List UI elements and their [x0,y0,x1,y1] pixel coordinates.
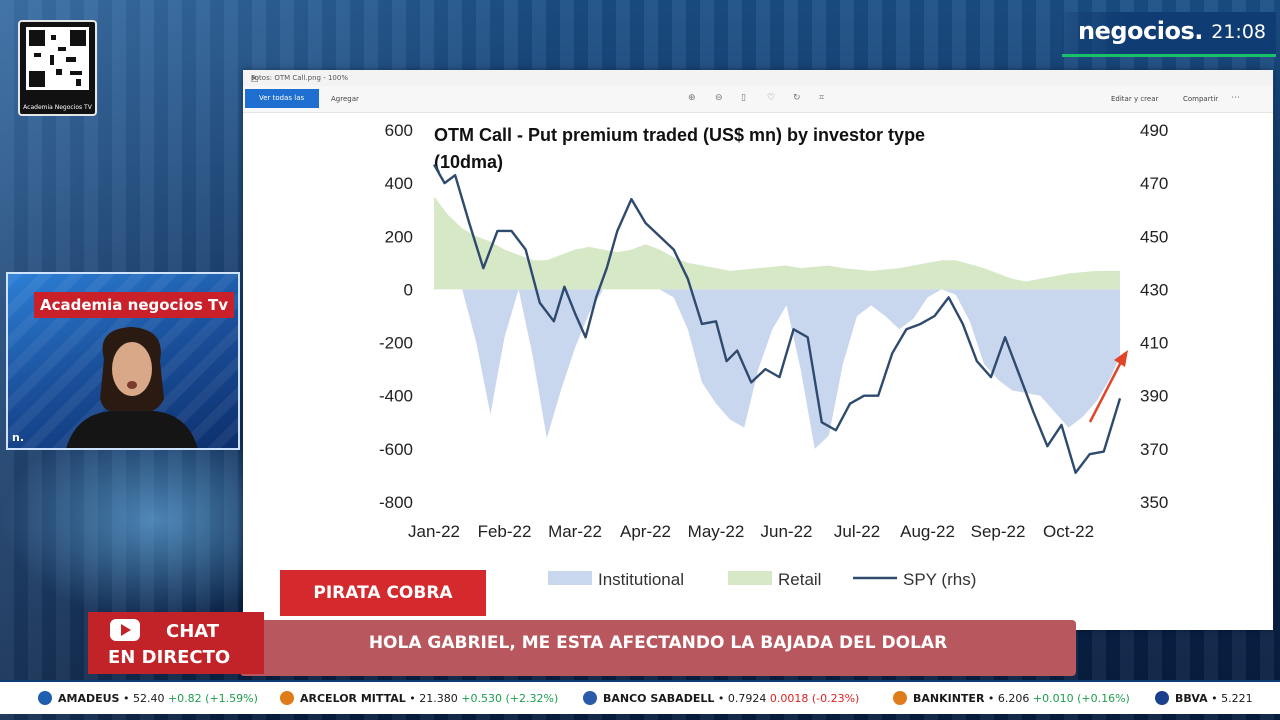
ticker-item: BANKINTER • 6.206 +0.010 (+0.16%) [893,691,1130,705]
chart-title-line1: OTM Call - Put premium traded (US$ mn) b… [434,125,925,145]
ticker-item: AMADEUS • 52.40 +0.82 (+1.59%) [38,691,258,705]
right-tick-label: 390 [1140,387,1168,406]
x-tick-label: Sep-22 [971,522,1026,541]
qr-code: Academia Negocios TV [18,20,97,116]
window-title: Fotos: OTM Call.png - 100% [251,74,348,82]
spy-line [432,163,1122,474]
minimize-icon[interactable]: – [251,74,255,83]
right-tick-label: 370 [1140,440,1168,459]
zoom-out-icon[interactable]: ⊖ [715,93,723,103]
ticker-name: BANCO SABADELL [603,692,715,705]
legend-label: Retail [778,570,821,589]
rotate-icon[interactable]: ↻ [793,93,801,103]
left-tick-label: -800 [379,493,413,512]
right-tick-label: 490 [1140,121,1168,140]
ticker-price: • 21.380 [405,692,462,705]
clock: 21:08 [1211,21,1266,43]
qr-pattern [26,27,89,90]
x-tick-label: Aug-22 [900,522,955,541]
x-tick-label: Apr-22 [620,522,671,541]
play-icon [110,619,140,641]
ticker-item: BBVA • 5.221 [1155,691,1253,705]
left-tick-label: 400 [385,174,413,193]
background-light [0,420,260,620]
webcam-logo: n. [12,431,25,444]
ticker-change: +0.82 (+1.59%) [167,692,258,705]
chart-title-line2: (10dma) [434,152,503,172]
left-tick-label: 0 [404,280,413,299]
right-tick-label: 430 [1140,280,1168,299]
right-tick-label: 410 [1140,334,1168,353]
chat-live-badge: CHAT EN DIRECTO [88,612,264,674]
left-tick-label: 200 [385,227,413,246]
zoom-in-icon[interactable]: ⊕ [688,93,696,103]
legend-label: Institutional [598,570,684,589]
ticker-price: • 5.221 [1207,692,1253,705]
legend-label: SPY (rhs) [903,570,976,589]
share-button[interactable]: Compartir [1183,95,1219,103]
right-tick-label: 450 [1140,227,1168,246]
left-tick-label: -400 [379,387,413,406]
right-tick-label: 350 [1140,493,1168,512]
ticker-name: AMADEUS [58,692,120,705]
x-tick-label: May-22 [688,522,745,541]
channel-logo: negocios. 21:08 [1062,12,1276,57]
x-tick-label: Jun-22 [761,522,813,541]
red-arrow [1088,350,1128,423]
edit-create-button[interactable]: Editar y crear [1111,95,1159,103]
retail-area [434,196,1120,290]
presenter-webcam: Academia negocios Tv n. [6,272,240,450]
commenter-name: PIRATA COBRA [280,570,486,616]
ticker-name: BBVA [1175,692,1208,705]
x-tick-label: Jul-22 [834,522,880,541]
ticker-item: ARCELOR MITTAL • 21.380 +0.530 (+2.32%) [280,691,558,705]
company-logo-icon [38,691,52,705]
live-label: EN DIRECTO [108,647,231,668]
qr-label: Academia Negocios TV [23,104,92,111]
legend-swatch [548,571,592,585]
brand-name: negocios. [1078,17,1203,45]
crop-icon[interactable]: ⌗ [819,93,825,103]
webcam-title: Academia negocios Tv [34,292,235,318]
ticker-price: • 52.40 [119,692,168,705]
left-tick-label: -200 [379,334,413,353]
x-tick-label: Mar-22 [548,522,602,541]
left-tick-label: 600 [385,121,413,140]
x-tick-label: Feb-22 [478,522,532,541]
presenter-figure [66,327,198,448]
ticker-name: ARCELOR MITTAL [300,692,406,705]
chat-label: CHAT [166,621,220,642]
x-tick-label: Jan-22 [408,522,460,541]
institutional-area [434,289,1120,449]
more-options-icon[interactable]: ⋯ [1231,93,1240,103]
arrow-shaft [1088,361,1123,423]
close-icon[interactable]: ✕ [251,74,258,83]
ticker-name: BANKINTER [913,692,985,705]
delete-icon[interactable]: ▯ [741,93,746,103]
view-all-photos-button[interactable]: Ver todas las fotos [245,89,319,121]
right-tick-label: 470 [1140,174,1168,193]
left-tick-label: -600 [379,440,413,459]
legend-swatch [728,571,772,585]
arrow-head [1114,350,1128,367]
ticker-change: +0.530 (+2.32%) [461,692,559,705]
company-logo-icon [583,691,597,705]
company-logo-icon [1155,691,1169,705]
ticker-change: 0.0018 (-0.23%) [769,692,860,705]
company-logo-icon [280,691,294,705]
company-logo-icon [893,691,907,705]
viewer-toolbar: Ver todas las fotos Agregar ⊕ ⊖ ▯ ♡ ↻ ⌗ … [243,86,1273,121]
ticker-item: BANCO SABADELL • 0.7924 0.0018 (-0.23%) [583,691,859,705]
ticker-price: • 6.206 [984,692,1033,705]
viewer-comment: HOLA GABRIEL, ME ESTA AFECTANDO LA BAJAD… [240,620,1076,676]
otm-chart: OTM Call - Put premium traded (US$ mn) b… [379,121,1168,589]
stock-ticker: AMADEUS • 52.40 +0.82 (+1.59%) ARCELOR MI… [0,680,1280,714]
ticker-change: +0.010 (+0.16%) [1032,692,1130,705]
add-button[interactable]: Agregar [331,95,359,103]
maximize-icon[interactable]: □ [251,74,259,83]
favorite-icon[interactable]: ♡ [767,93,776,103]
ticker-price: • 0.7924 [714,692,770,705]
x-tick-label: Oct-22 [1043,522,1094,541]
window-titlebar: Fotos: OTM Call.png - 100% – □ ✕ [243,70,1273,86]
